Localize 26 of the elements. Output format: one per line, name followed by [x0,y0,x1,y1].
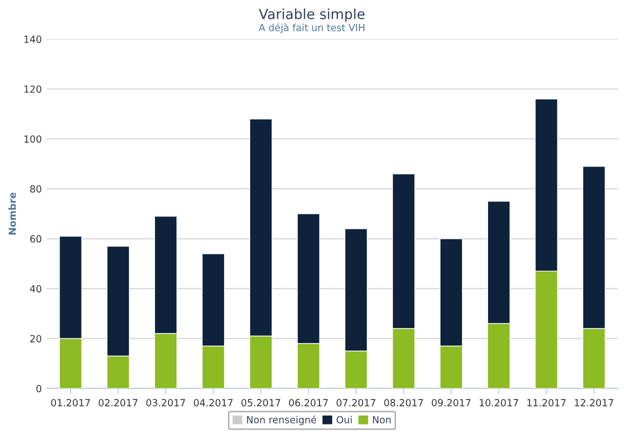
x-tick-label: 03.2017 [146,399,186,406]
x-tick-label: 05.2017 [241,399,280,406]
y-tick-label: 40 [30,285,42,292]
x-tick-label: 12.2017 [574,399,614,406]
chart-title: Variable simple [258,8,365,22]
y-tick-label: 60 [30,235,42,243]
x-tick-label: 07.2017 [336,399,376,406]
legend-label: Oui [336,416,352,424]
x-tick-label: 04.2017 [194,399,233,406]
legend-label: Non renseigné [247,415,316,426]
y-tick-label: 140 [24,36,42,43]
x-tick-label: 01.2017 [51,399,90,406]
x-tick-label: 02.2017 [98,399,138,406]
chart-subtitle: A déjà fait un test VIH [258,23,364,34]
y-tick-label: 120 [24,85,42,93]
y-tick-label: 80 [30,185,42,193]
y-tick-label: 20 [30,335,42,342]
y-tick-label: 100 [24,135,42,143]
legend-label: Non [373,416,391,424]
x-tick-label: 06.2017 [289,399,328,406]
x-tick-label: 10.2017 [480,399,518,406]
x-tick-label: 11.2017 [527,399,566,406]
x-tick-label: 08.2017 [384,399,423,406]
y-axis-title: Nombre [8,192,16,234]
y-tick-label: 0 [36,384,42,392]
x-tick-label: 09.2017 [432,399,470,406]
